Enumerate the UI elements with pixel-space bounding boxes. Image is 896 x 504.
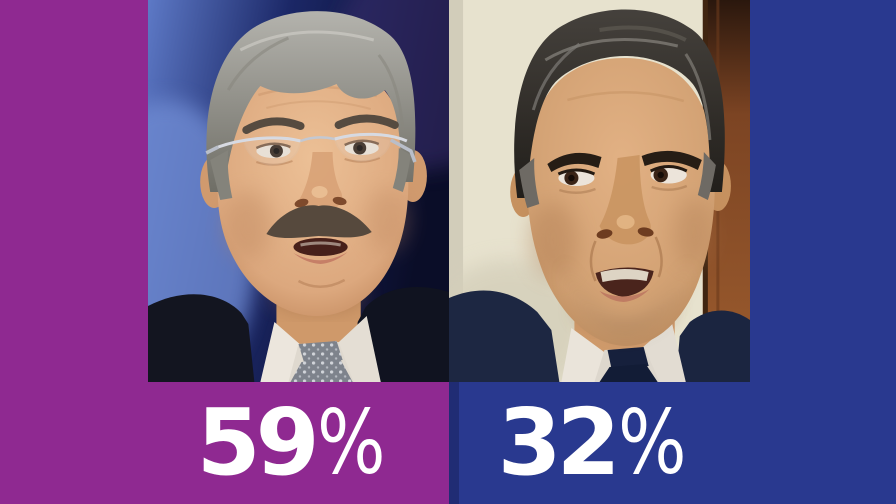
- left-portrait-eyes: [255, 139, 381, 166]
- right-percentage: 32%: [449, 382, 750, 504]
- left-percent-sign: %: [316, 391, 386, 494]
- left-percentage: 59%: [148, 382, 449, 504]
- panel-divider: [449, 382, 459, 504]
- left-percentage-value: 59: [196, 389, 320, 496]
- right-portrait-eyes: [557, 165, 688, 194]
- right-portrait-hair: [514, 9, 725, 208]
- right-percent-sign: %: [617, 391, 687, 494]
- right-portrait-nose-mouth: [589, 155, 663, 302]
- right-percentage-value: 32: [497, 389, 621, 496]
- left-portrait-nose-mouth: [266, 152, 372, 288]
- right-portrait-illustration: [449, 0, 750, 382]
- left-portrait-illustration: [148, 0, 449, 382]
- left-portrait-eyebrows: [242, 114, 399, 134]
- right-portrait-eyebrows: [547, 150, 702, 172]
- left-portrait-glasses: [205, 132, 417, 166]
- left-portrait-hair: [206, 11, 416, 200]
- right-candidate-photo: [449, 0, 750, 382]
- left-candidate-photo: [148, 0, 449, 382]
